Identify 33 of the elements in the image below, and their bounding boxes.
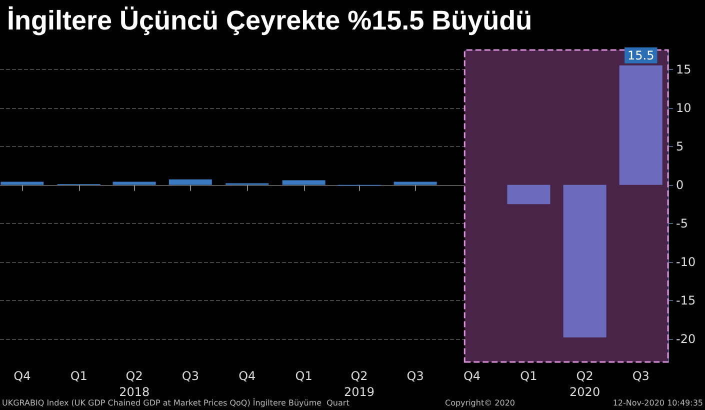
text: UKGRABIQ Index (UK GDP Chained GDP at Market Prices QoQ) İngiltere Büyüme Quart: [2, 398, 350, 408]
chart-title: İngiltere Üçüncü Çeyrekte %15.5 Büyüdü: [7, 6, 532, 36]
x-tick-label: Q2 2018: [119, 369, 150, 399]
data-label: 15.5: [628, 48, 654, 62]
bar: [619, 65, 662, 185]
bar: [507, 184, 550, 204]
y-tick-label: -10: [676, 254, 696, 269]
x-tick-label: Q4: [238, 369, 256, 383]
bar: [563, 184, 606, 338]
text: Copyright© 2020: [445, 398, 515, 408]
bar: [0, 182, 44, 185]
x-tick-label: Q4: [14, 369, 31, 383]
y-tick-label: 0: [676, 178, 684, 192]
x-tick-label: Q1: [70, 369, 88, 383]
x-tick-label: Q3: [406, 369, 424, 383]
bar: [112, 182, 156, 185]
bar: [394, 182, 437, 185]
text: 12-Nov-2020 10:49:35: [612, 398, 703, 408]
y-tick-label: -15: [676, 293, 696, 308]
bar: [282, 180, 326, 185]
x-tick-label: Q1: [295, 369, 312, 383]
x-tick-label: Q2 2020: [570, 369, 600, 399]
x-tick-label: Q4: [463, 369, 481, 383]
x-tick-label: Q3: [632, 369, 650, 383]
y-tick-label: 10: [676, 100, 692, 115]
x-tick-label: Q1: [520, 369, 538, 383]
y-tick-label: 15: [676, 62, 692, 76]
x-tick-label: Q3: [182, 369, 199, 383]
bar: [168, 179, 212, 185]
y-tick-label: -5: [676, 216, 688, 230]
x-tick-label: Q2 2019: [344, 369, 375, 399]
y-tick-label: 5: [676, 139, 684, 154]
y-tick-label: -20: [676, 332, 696, 346]
